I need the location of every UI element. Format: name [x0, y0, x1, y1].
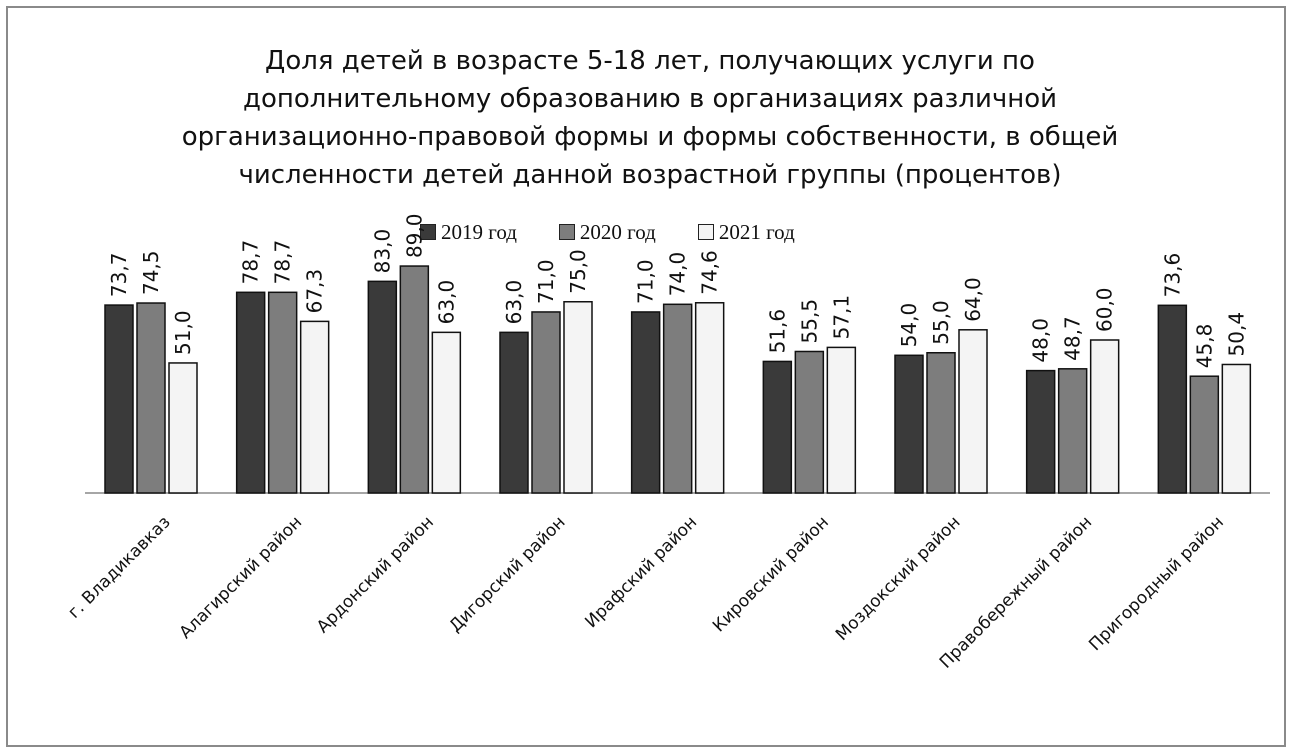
- data-label-3-2: 67,3: [303, 269, 327, 314]
- data-label-1-1: 73,7: [107, 253, 131, 298]
- bar-2-7: [926, 352, 956, 494]
- bar-2-6: [794, 350, 825, 494]
- legend-item-2021: 2021 год: [697, 219, 795, 245]
- legend-label-2021: 2021 год: [718, 219, 795, 244]
- data-label-1-2: 78,7: [239, 240, 263, 285]
- data-label-1-8: 48,0: [1029, 318, 1053, 363]
- bar-1-8: [1025, 369, 1056, 494]
- bar-3-8: [1089, 339, 1120, 494]
- data-label-2-6: 55,5: [797, 299, 821, 344]
- data-label-2-9: 45,8: [1192, 324, 1216, 369]
- data-label-3-6: 57,1: [829, 295, 853, 340]
- data-label-2-4: 71,0: [534, 259, 558, 304]
- bar-1-3: [367, 280, 398, 494]
- data-label-1-4: 63,0: [502, 280, 526, 325]
- bar-1-6: [762, 360, 793, 494]
- chart-title: Доля детей в возрасте 5-18 лет, получающ…: [150, 42, 1150, 194]
- bar-1-2: [235, 291, 266, 494]
- category-label-9: Пригородный район: [1085, 512, 1228, 655]
- bar-3-9: [1221, 363, 1252, 494]
- data-label-1-6: 51,6: [765, 309, 789, 354]
- category-label-1: г. Владикавказ: [64, 512, 174, 622]
- data-label-3-7: 64,0: [961, 277, 985, 322]
- data-label-3-9: 50,4: [1224, 312, 1248, 357]
- chart-title-line-3: организационно-правовой формы и формы со…: [181, 122, 1119, 152]
- bar-2-3: [399, 265, 430, 494]
- category-label-3: Ардонский район: [313, 512, 438, 637]
- legend-swatch-2021: [697, 224, 714, 240]
- legend-label-2019: 2019 год: [441, 219, 517, 244]
- category-label-7: Моздокский район: [832, 512, 965, 645]
- category-label-6: Кировский район: [709, 512, 833, 636]
- bar-2-2: [267, 291, 298, 494]
- category-label-8: Правобережный район: [936, 512, 1096, 672]
- chart-title-line-4: численности детей данной возрастной груп…: [238, 160, 1062, 190]
- bar-3-4: [563, 301, 593, 494]
- bar-1-1: [104, 304, 134, 494]
- data-label-2-3: 89,0: [402, 214, 426, 259]
- legend-swatch-2020: [558, 224, 575, 240]
- data-label-1-5: 71,0: [634, 259, 658, 304]
- category-label-4: Дигорский район: [446, 512, 570, 636]
- bar-3-2: [299, 320, 330, 494]
- data-label-3-1: 51,0: [171, 310, 195, 355]
- data-label-2-8: 48,7: [1061, 316, 1085, 361]
- bar-2-5: [662, 303, 693, 494]
- bar-2-9: [1189, 375, 1220, 494]
- chart-legend: 2019 год 2020 год 2021 год: [420, 218, 795, 246]
- chart-title-line-2: дополнительному образованию в организаци…: [242, 84, 1058, 114]
- data-label-2-5: 74,0: [666, 252, 690, 297]
- category-label-2: Алагирский район: [176, 512, 307, 643]
- data-label-1-3: 83,0: [370, 229, 394, 274]
- bar-2-4: [531, 311, 561, 494]
- data-label-3-4: 75,0: [566, 249, 590, 294]
- bar-3-1: [168, 362, 198, 494]
- category-label-5: Ирафский район: [581, 512, 701, 632]
- bar-2-8: [1057, 368, 1088, 494]
- bar-2-1: [136, 302, 166, 494]
- bar-3-6: [826, 346, 857, 494]
- legend-item-2019: 2019 год: [420, 220, 517, 245]
- bar-3-5: [694, 302, 725, 494]
- bar-1-4: [499, 331, 529, 494]
- legend-swatch-2019: [420, 224, 436, 240]
- data-label-3-5: 74,6: [698, 250, 722, 295]
- legend-label-2020: 2020 год: [579, 219, 656, 244]
- bar-1-5: [630, 311, 661, 494]
- data-label-2-1: 74,5: [139, 250, 163, 295]
- data-label-2-2: 78,7: [271, 240, 295, 285]
- legend-item-2020: 2020 год: [558, 219, 656, 245]
- data-label-3-8: 60,0: [1093, 287, 1117, 332]
- bar-1-9: [1157, 304, 1188, 494]
- data-label-1-7: 54,0: [897, 303, 921, 348]
- data-label-3-3: 63,0: [434, 280, 458, 325]
- data-label-1-9: 73,6: [1160, 253, 1184, 298]
- data-label-2-7: 55,0: [929, 300, 953, 345]
- bar-1-7: [894, 354, 924, 494]
- chart-title-line-1: Доля детей в возрасте 5-18 лет, получающ…: [265, 46, 1035, 76]
- bar-3-3: [431, 331, 462, 494]
- bar-3-7: [958, 329, 988, 494]
